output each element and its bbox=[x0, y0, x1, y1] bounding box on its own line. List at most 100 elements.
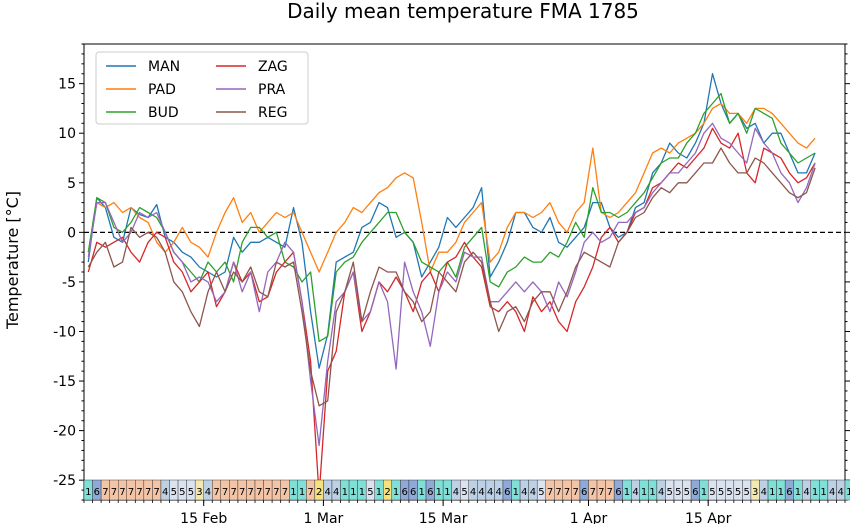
weather-type-label: 7 bbox=[555, 487, 561, 498]
weather-type-label: 6 bbox=[427, 487, 433, 498]
weather-type-label: 4 bbox=[333, 487, 339, 498]
y-tick-label: -15 bbox=[53, 374, 76, 390]
weather-type-label: 1 bbox=[649, 487, 655, 498]
weather-type-label: 1 bbox=[513, 487, 519, 498]
weather-type-label: 7 bbox=[222, 487, 228, 498]
weather-type-label: 4 bbox=[761, 487, 767, 498]
weather-type-label: 1 bbox=[290, 487, 296, 498]
x-tick-label: 15 Mar bbox=[419, 511, 468, 524]
y-tick-label: 5 bbox=[67, 176, 76, 192]
y-tick-label: -5 bbox=[62, 275, 76, 291]
legend-label-pra: PRA bbox=[258, 82, 286, 98]
series-line-reg bbox=[87, 147, 816, 407]
weather-type-label: 6 bbox=[401, 487, 407, 498]
y-tick-label: 15 bbox=[58, 77, 76, 93]
x-tick-label: 1 Mar bbox=[304, 511, 344, 524]
weather-type-label: 3 bbox=[196, 487, 202, 498]
weather-type-label: 1 bbox=[376, 487, 382, 498]
weather-type-label: 5 bbox=[726, 487, 732, 498]
weather-type-label: 2 bbox=[384, 487, 390, 498]
weather-type-label: 7 bbox=[572, 487, 578, 498]
weather-type-label: 4 bbox=[658, 487, 664, 498]
weather-type-label: 7 bbox=[102, 487, 108, 498]
series-line-pra bbox=[87, 122, 816, 447]
legend-box bbox=[95, 51, 309, 125]
weather-type-label: 6 bbox=[692, 487, 698, 498]
weather-type-label: 7 bbox=[307, 487, 313, 498]
weather-type-label: 7 bbox=[248, 487, 254, 498]
weather-type-label: 5 bbox=[735, 487, 741, 498]
weather-type-label: 4 bbox=[803, 487, 809, 498]
weather-type-label: 4 bbox=[487, 487, 493, 498]
weather-type-label: 6 bbox=[615, 487, 621, 498]
y-tick-label: -10 bbox=[53, 324, 76, 340]
weather-type-label: 4 bbox=[632, 487, 638, 498]
weather-type-label: 1 bbox=[820, 487, 826, 498]
series-line-man bbox=[87, 73, 816, 369]
legend-label-zag: ZAG bbox=[258, 59, 288, 75]
legend-label-reg: REG bbox=[258, 105, 287, 121]
weather-type-label: 7 bbox=[590, 487, 596, 498]
weather-type-label: 1 bbox=[769, 487, 775, 498]
weather-type-label: 6 bbox=[504, 487, 510, 498]
series-line-bud bbox=[87, 92, 816, 343]
legend-label-bud: BUD bbox=[148, 105, 179, 121]
weather-type-label: 5 bbox=[675, 487, 681, 498]
weather-type-label: 1 bbox=[795, 487, 801, 498]
series-line-pad bbox=[87, 102, 816, 273]
weather-type-label: 5 bbox=[461, 487, 467, 498]
weather-type-label: 1 bbox=[624, 487, 630, 498]
weather-type-label: 1 bbox=[846, 487, 850, 498]
weather-type-label: 1 bbox=[812, 487, 818, 498]
weather-type-label: 5 bbox=[538, 487, 544, 498]
weather-type-label: 4 bbox=[530, 487, 536, 498]
y-tick-label: -20 bbox=[53, 424, 76, 440]
x-tick-label: 1 Apr bbox=[570, 511, 608, 524]
y-tick-label: -25 bbox=[53, 473, 76, 489]
weather-type-label: 5 bbox=[188, 487, 194, 498]
weather-type-label: 5 bbox=[684, 487, 690, 498]
weather-type-label: 1 bbox=[342, 487, 348, 498]
weather-type-label: 2 bbox=[316, 487, 322, 498]
weather-type-label: 7 bbox=[273, 487, 279, 498]
weather-type-label: 7 bbox=[128, 487, 134, 498]
weather-type-label: 4 bbox=[205, 487, 211, 498]
weather-type-label: 3 bbox=[752, 487, 758, 498]
weather-type-cell bbox=[844, 479, 850, 501]
weather-type-label: 1 bbox=[359, 487, 365, 498]
weather-type-label: 7 bbox=[282, 487, 288, 498]
weather-type-label: 7 bbox=[136, 487, 142, 498]
x-axis: 15 Feb 1 Mar 15 Mar 1 Apr 15 Apr bbox=[83, 500, 846, 524]
weather-type-label: 1 bbox=[641, 487, 647, 498]
legend-label-man: MAN bbox=[148, 59, 180, 75]
weather-type-label: 5 bbox=[743, 487, 749, 498]
weather-type-label: 1 bbox=[419, 487, 425, 498]
weather-type-label: 7 bbox=[239, 487, 245, 498]
weather-type-label: 1 bbox=[778, 487, 784, 498]
weather-type-label: 1 bbox=[701, 487, 707, 498]
weather-type-label: 4 bbox=[325, 487, 331, 498]
y-tick-label: 0 bbox=[67, 225, 76, 241]
weather-type-label: 4 bbox=[521, 487, 527, 498]
y-axis-label: Temperature [°C] bbox=[3, 191, 22, 330]
series-line-zag bbox=[87, 127, 816, 496]
weather-type-label: 7 bbox=[119, 487, 125, 498]
y-tick-label: 10 bbox=[58, 126, 76, 142]
weather-type-label: 4 bbox=[829, 487, 835, 498]
weather-type-label: 5 bbox=[709, 487, 715, 498]
weather-type-label: 5 bbox=[179, 487, 185, 498]
weather-type-label: 1 bbox=[436, 487, 442, 498]
legend: MAN PAD BUD ZAG PRA REG bbox=[95, 51, 309, 125]
weather-type-label: 7 bbox=[564, 487, 570, 498]
weather-type-label: 4 bbox=[162, 487, 168, 498]
weather-type-label: 1 bbox=[350, 487, 356, 498]
weather-type-label: 4 bbox=[470, 487, 476, 498]
weather-type-label: 7 bbox=[547, 487, 553, 498]
weather-type-label: 7 bbox=[153, 487, 159, 498]
weather-type-label: 7 bbox=[230, 487, 236, 498]
weather-type-label: 7 bbox=[256, 487, 262, 498]
weather-type-label: 5 bbox=[171, 487, 177, 498]
weather-type-label: 7 bbox=[265, 487, 271, 498]
